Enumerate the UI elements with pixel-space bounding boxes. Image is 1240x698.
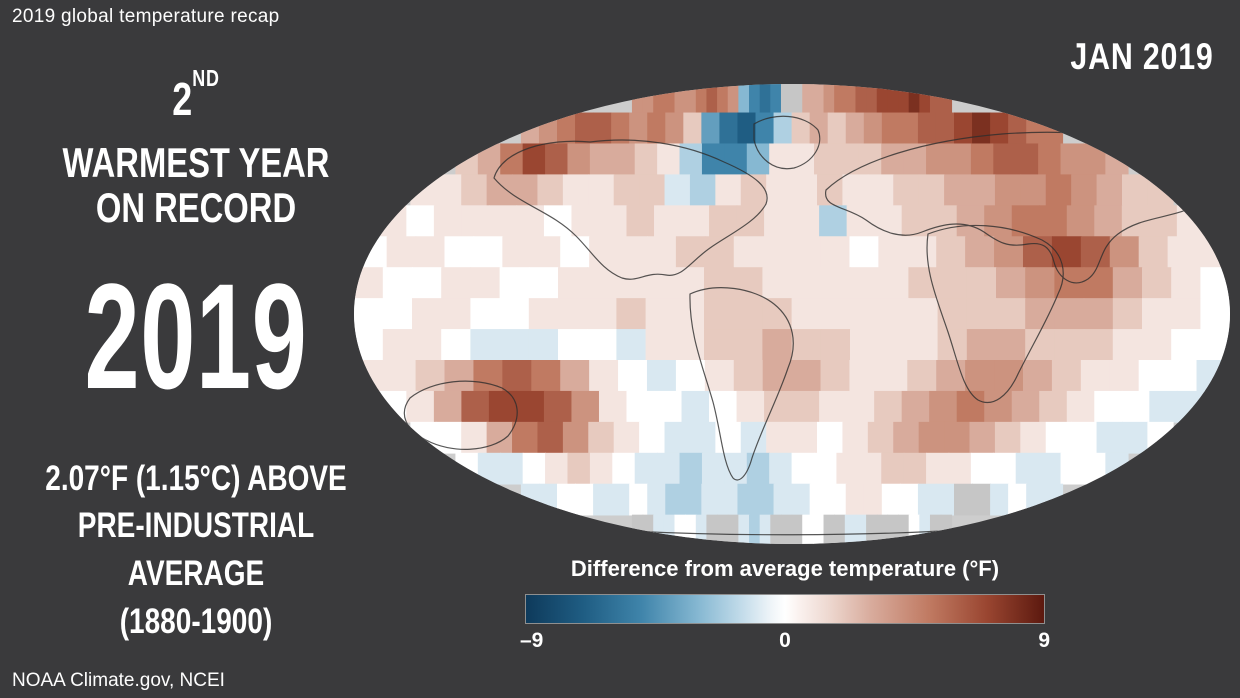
anomaly-line-2: PRE-INDUSTRIAL AVERAGE — [77, 506, 315, 593]
rank-suffix: ND — [192, 65, 220, 92]
year-value: 2019 — [84, 251, 308, 420]
tick-mid: 0 — [779, 629, 791, 652]
anomaly-map — [352, 82, 1232, 546]
anomaly-line-1: 2.07°F (1.15°C) ABOVE — [45, 458, 347, 498]
rank-line-1: WARMEST YEAR — [62, 139, 330, 186]
colorbar-ticks: –9 0 9 — [518, 629, 1052, 655]
rank-number: 2 — [172, 73, 193, 125]
legend-title: Difference from average temperature (°F) — [570, 556, 1000, 581]
rank-line-2: ON RECORD — [95, 184, 297, 232]
tick-min: –9 — [520, 629, 544, 652]
anomaly-cells — [354, 84, 1230, 544]
rank-heading: 2ND — [43, 67, 349, 125]
month-label: JAN 2019 — [1070, 36, 1214, 77]
credit: NOAA Climate.gov, NCEI — [12, 670, 225, 691]
anomaly-line-3: (1880-1900) — [119, 601, 273, 641]
stats-panel: 2ND WARMEST YEAR ON RECORD 2019 2.07°F (… — [0, 67, 392, 645]
colorbar — [525, 594, 1045, 624]
tick-max: 9 — [1038, 629, 1050, 652]
page-title: 2019 global temperature recap — [12, 6, 280, 27]
legend: Difference from average temperature (°F)… — [518, 556, 1052, 655]
anomaly-statement: 2.07°F (1.15°C) ABOVE PRE-INDUSTRIAL AVE… — [0, 455, 392, 645]
anomaly-map-svg — [354, 84, 1230, 544]
